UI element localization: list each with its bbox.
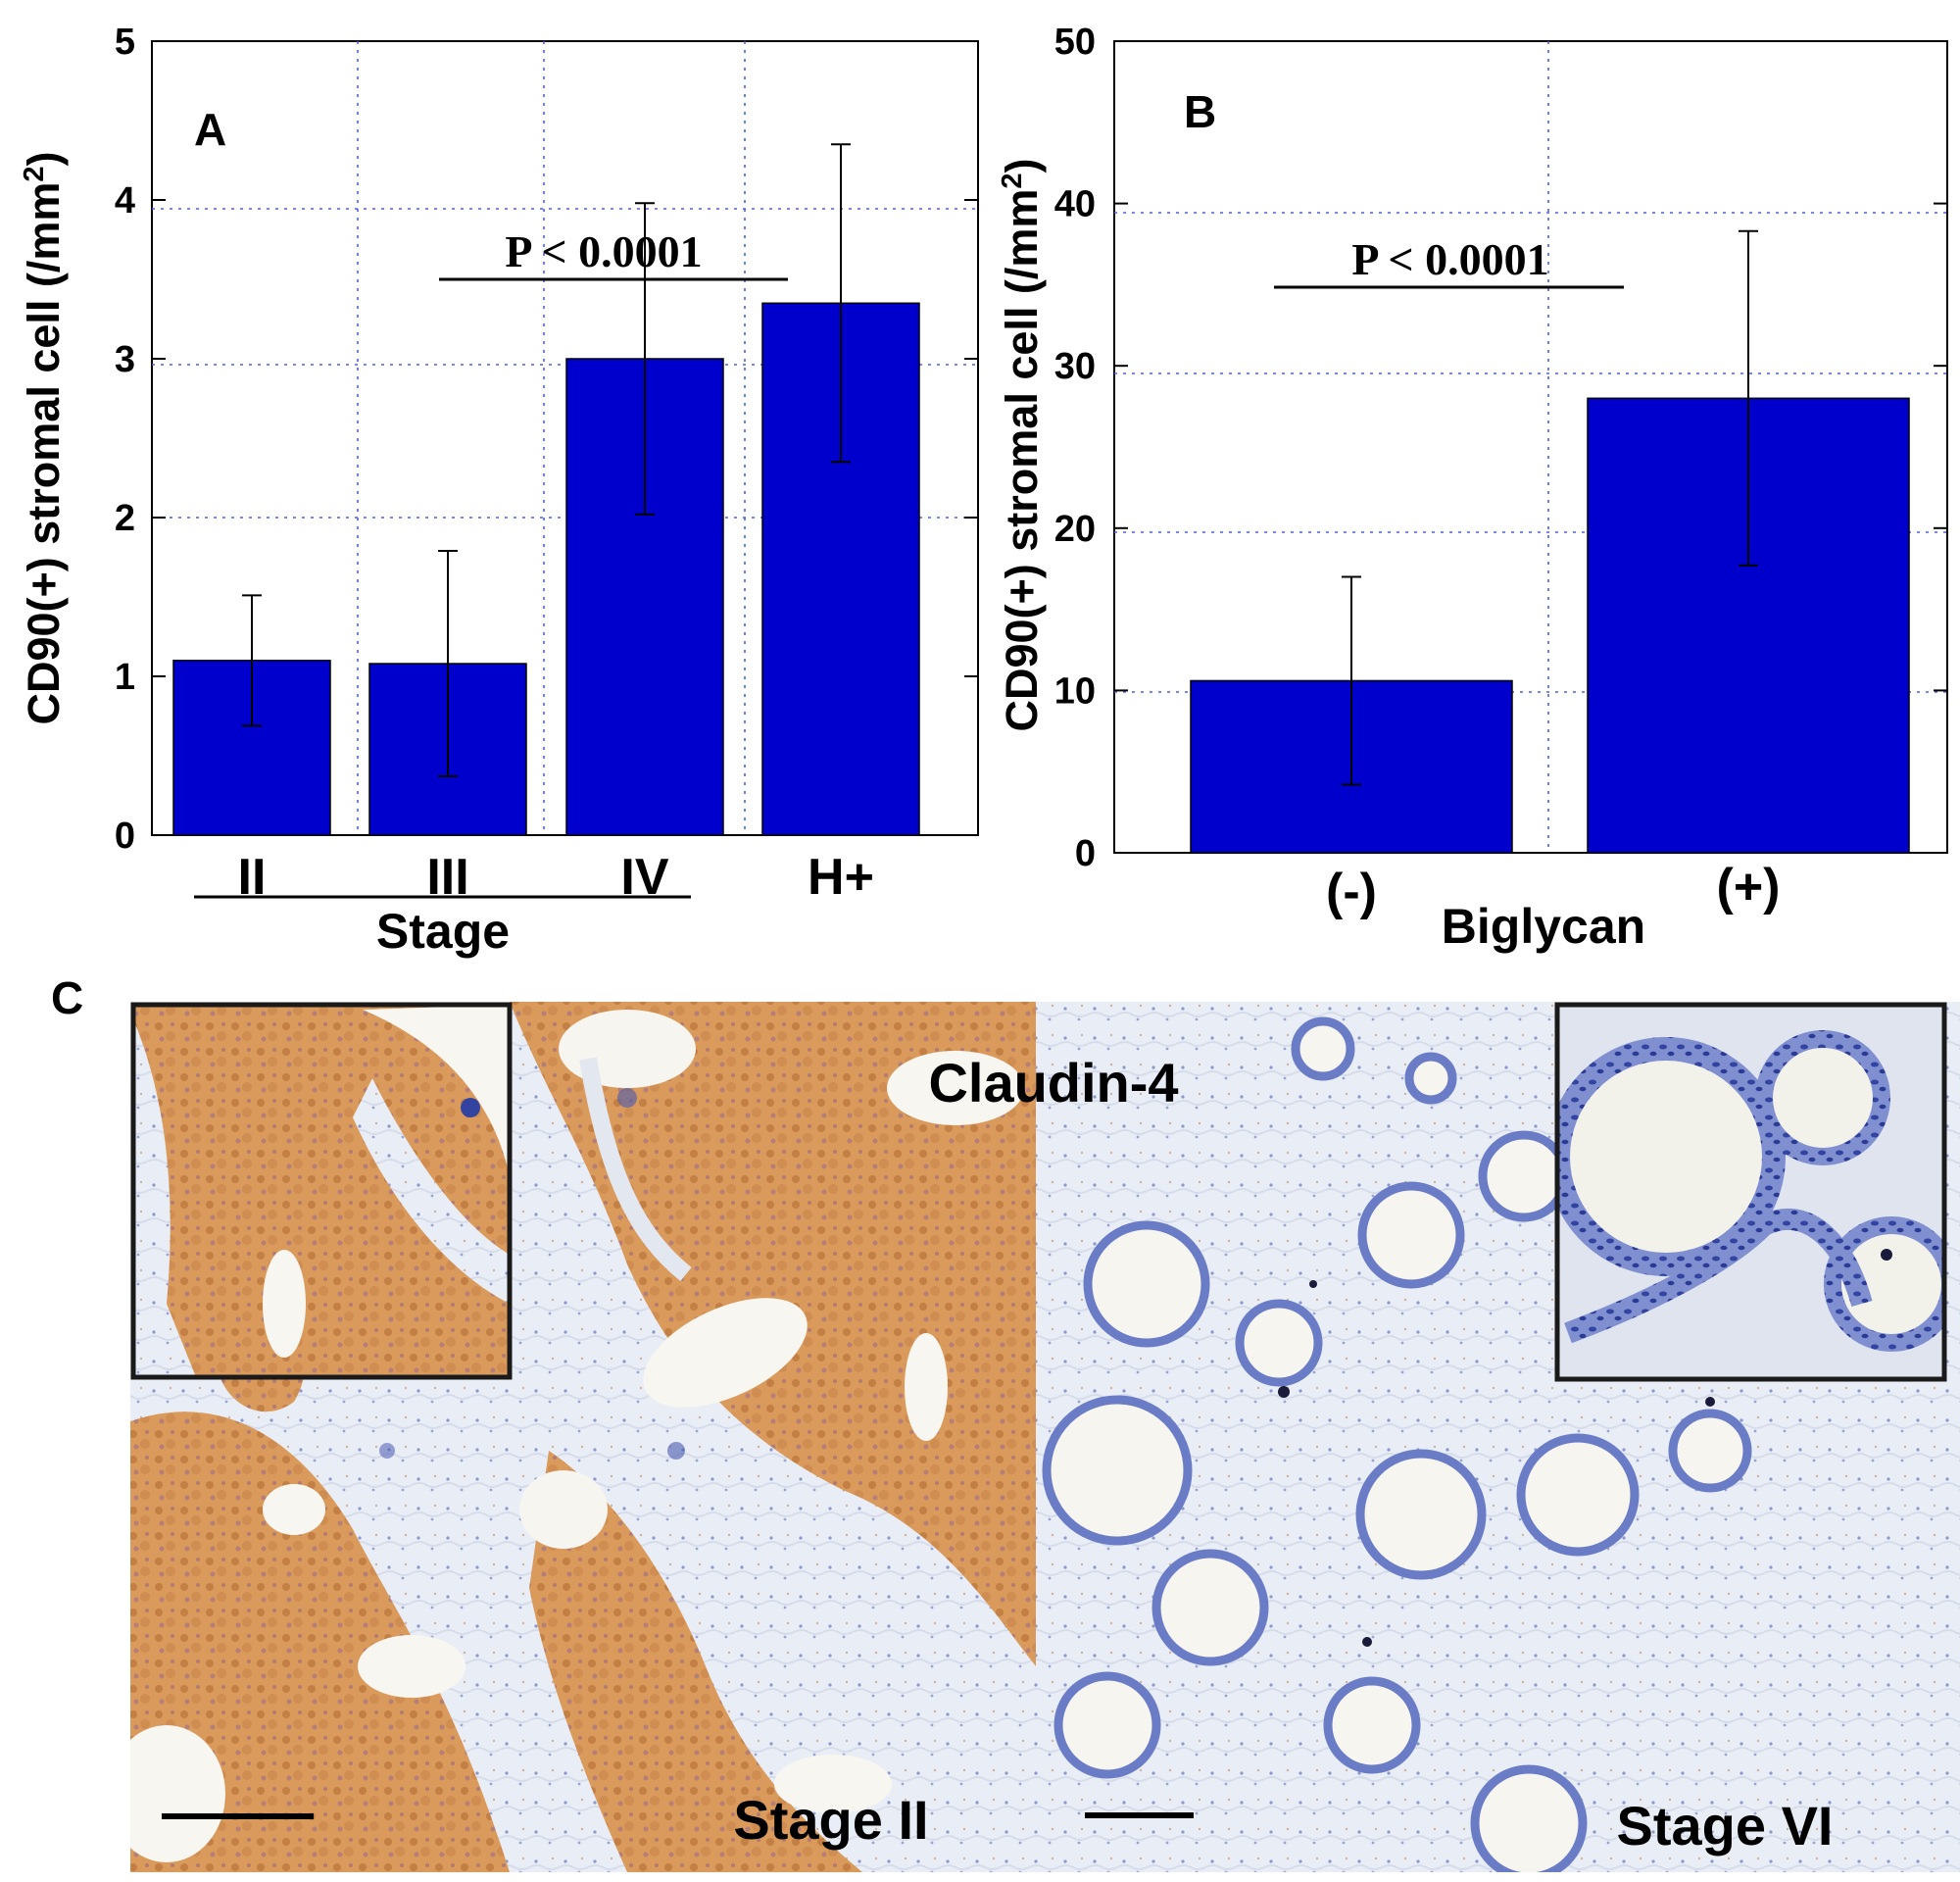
chart-b-ylabel-sup: 2 [997, 173, 1028, 188]
chart-a-ytick-label-2: 2 [115, 498, 135, 539]
inset-stage-ii [133, 1005, 510, 1377]
inset-stage-vi [1557, 1005, 1944, 1379]
chart-a-ylabel-main: CD90(+) stromal cell (/mm [19, 182, 69, 725]
chart-b-errorbar-1 [1342, 575, 1361, 786]
chart-a-ytick-label-4: 4 [115, 180, 135, 222]
chart-a-ylabel-sup: 2 [19, 166, 50, 181]
chart-a-errorbar-2 [438, 550, 458, 778]
chart-b-ytick-label-4: 40 [1054, 184, 1096, 225]
left-caption: Stage II [733, 1789, 928, 1851]
chart-b-panel-label: B [1184, 86, 1216, 137]
chart-b: 0 10 20 30 40 50 (-) (+) P < 0.0001 B CD90(+) … [997, 22, 1948, 954]
chart-a-panel-label: A [194, 104, 226, 155]
chart-a-errorbar-1 [242, 594, 262, 727]
chart-b-category-label-2: (+) [1717, 859, 1781, 916]
chart-b-ylabel-end: ) [997, 158, 1047, 173]
chart-a-category-label-4: H+ [808, 849, 874, 906]
chart-a-errorbar-4 [831, 143, 851, 464]
chart-a-errorbar-3 [635, 202, 655, 516]
chart-a-ytick-label-3: 3 [115, 339, 135, 380]
chart-b-ytick-label-0: 0 [1075, 833, 1096, 874]
chart-a-ytick-label-0: 0 [115, 816, 135, 857]
chart-a-ylabel-end: ) [19, 151, 69, 166]
chart-b-ylabel: CD90(+) stromal cell (/mm2) [997, 158, 1047, 731]
chart-a-significance-label: P < 0.0001 [505, 226, 702, 276]
chart-b-ytick-label-3: 30 [1054, 346, 1096, 387]
chart-b-ylabel-main: CD90(+) stromal cell (/mm [997, 189, 1047, 732]
chart-b-category-label-1: (-) [1326, 864, 1377, 920]
stain-label: Claudin-4 [928, 1052, 1178, 1114]
chart-b-errorbar-2 [1739, 229, 1758, 567]
panel-c-label: C [51, 972, 83, 1023]
chart-a-ytick-label-5: 5 [115, 22, 135, 63]
chart-a-xlabel: Stage [376, 904, 510, 959]
chart-b-ytick-label-5: 50 [1054, 22, 1096, 63]
chart-b-xlabel: Biglycan [1442, 899, 1645, 954]
right-caption: Stage VI [1617, 1795, 1834, 1857]
chart-a-ylabel: CD90(+) stromal cell (/mm2) [19, 151, 69, 724]
chart-b-ytick-label-1: 10 [1054, 670, 1096, 712]
chart-a-ytick-label-1: 1 [115, 657, 135, 698]
chart-b-ytick-label-2: 20 [1054, 509, 1096, 550]
inset-stage-ii-frame [130, 1002, 513, 1380]
chart-b-significance-label: P < 0.0001 [1351, 234, 1548, 284]
inset-stage-vi-frame [1554, 1002, 1947, 1382]
micrograph-stage-vi [1036, 1002, 1960, 1872]
